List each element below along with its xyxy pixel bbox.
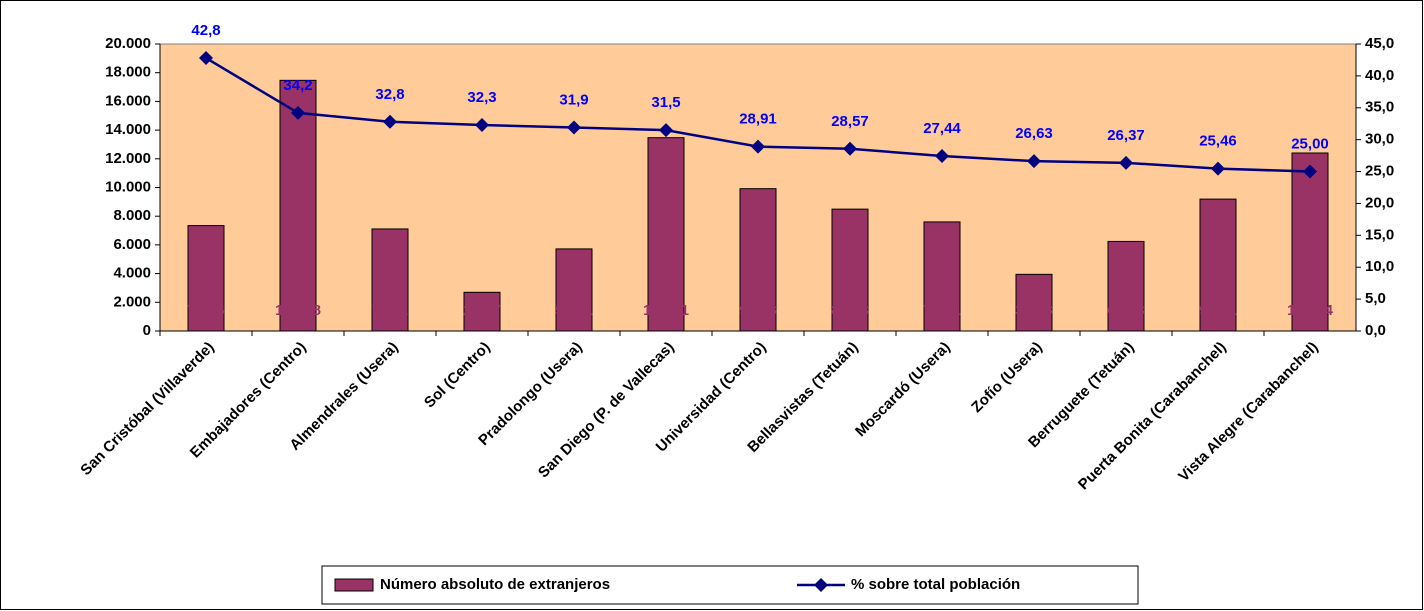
bar-value-label: 17.468 bbox=[275, 302, 321, 319]
line-marker bbox=[751, 139, 765, 154]
line-marker bbox=[475, 117, 489, 132]
y-tick-label: 14.000 bbox=[105, 121, 151, 138]
line-value-label: 27,44 bbox=[923, 120, 961, 137]
y2-tick-label: 35,0 bbox=[1365, 99, 1394, 116]
bar-value-label: 12.404 bbox=[1287, 302, 1334, 319]
bar-value-label: 13.471 bbox=[643, 302, 689, 319]
bar-value-label: 3.948 bbox=[1015, 302, 1053, 319]
bar bbox=[647, 137, 685, 332]
y2-tick-label: 10,0 bbox=[1365, 258, 1394, 275]
bar bbox=[739, 188, 777, 332]
legend-swatch bbox=[334, 578, 374, 592]
legend-marker bbox=[814, 578, 828, 592]
y2-tick-label: 0,0 bbox=[1365, 322, 1386, 339]
line-marker bbox=[935, 148, 949, 163]
y-tick-label: 16.000 bbox=[105, 92, 151, 109]
line-value-label: 31,9 bbox=[559, 92, 588, 109]
line-marker bbox=[383, 114, 397, 129]
y-tick-label: 18.000 bbox=[105, 64, 151, 81]
bar-value-label: 7.112 bbox=[372, 302, 409, 319]
line-value-label: 34,2 bbox=[283, 77, 312, 94]
legend-box bbox=[321, 565, 1139, 605]
y-tick-label: 6.000 bbox=[113, 236, 151, 253]
bar bbox=[555, 248, 593, 332]
bar bbox=[279, 79, 317, 332]
line-value-label: 26,63 bbox=[1015, 125, 1053, 142]
bar-value-label: 8.493 bbox=[831, 302, 869, 319]
y-tick-label: 8.000 bbox=[113, 207, 151, 224]
y2-tick-label: 20,0 bbox=[1365, 194, 1394, 211]
line-marker bbox=[843, 141, 857, 156]
line-value-label: 42,8 bbox=[191, 22, 220, 39]
line-value-label: 32,3 bbox=[467, 89, 496, 106]
line-value-label: 28,57 bbox=[831, 113, 869, 130]
line-marker bbox=[1211, 161, 1225, 176]
line-marker bbox=[199, 51, 213, 66]
bar bbox=[923, 221, 961, 332]
bar bbox=[1199, 198, 1237, 332]
legend-label: Número absoluto de extranjeros bbox=[380, 576, 610, 593]
bar-value-label: 7.346 bbox=[187, 302, 225, 319]
bar-value-label: 9.918 bbox=[739, 302, 777, 319]
line-marker bbox=[1119, 155, 1133, 170]
y-tick-label: 2.000 bbox=[113, 293, 151, 310]
line-value-label: 28,91 bbox=[739, 111, 777, 128]
bar-value-label: 6.243 bbox=[1107, 302, 1145, 319]
y2-tick-label: 15,0 bbox=[1365, 226, 1394, 243]
bar bbox=[1107, 240, 1145, 332]
line-marker bbox=[659, 123, 673, 138]
line-marker bbox=[1303, 164, 1317, 179]
y-tick-label: 20.000 bbox=[105, 35, 151, 52]
bar bbox=[187, 225, 225, 332]
line-value-label: 25,00 bbox=[1291, 136, 1329, 153]
bar bbox=[1291, 152, 1329, 332]
line-value-label: 32,8 bbox=[375, 86, 404, 103]
line-marker bbox=[567, 120, 581, 135]
y-tick-label: 12.000 bbox=[105, 150, 151, 167]
y2-tick-label: 5,0 bbox=[1365, 290, 1386, 307]
y2-tick-label: 40,0 bbox=[1365, 67, 1394, 84]
y-tick-label: 4.000 bbox=[113, 265, 151, 282]
line-value-label: 31,5 bbox=[651, 94, 680, 111]
y2-tick-label: 30,0 bbox=[1365, 131, 1394, 148]
bar-value-label: 7.601 bbox=[923, 302, 961, 319]
line-value-label: 25,46 bbox=[1199, 133, 1237, 150]
y-tick-label: 10.000 bbox=[105, 178, 151, 195]
bar bbox=[831, 208, 869, 332]
bar-value-label: 5.721 bbox=[555, 302, 593, 319]
line-value-label: 26,37 bbox=[1107, 127, 1145, 144]
bar-value-label: 9.191 bbox=[1199, 302, 1237, 319]
line-marker bbox=[291, 105, 305, 120]
bar bbox=[463, 291, 501, 332]
bar bbox=[371, 228, 409, 332]
y2-tick-label: 45,0 bbox=[1365, 35, 1394, 52]
y2-tick-label: 25,0 bbox=[1365, 163, 1394, 180]
y-tick-label: 0 bbox=[143, 322, 151, 339]
legend-label: % sobre total población bbox=[851, 576, 1020, 593]
bar-value-label: 2.697 bbox=[463, 302, 501, 319]
bar bbox=[1015, 273, 1053, 332]
line-marker bbox=[1027, 154, 1041, 169]
